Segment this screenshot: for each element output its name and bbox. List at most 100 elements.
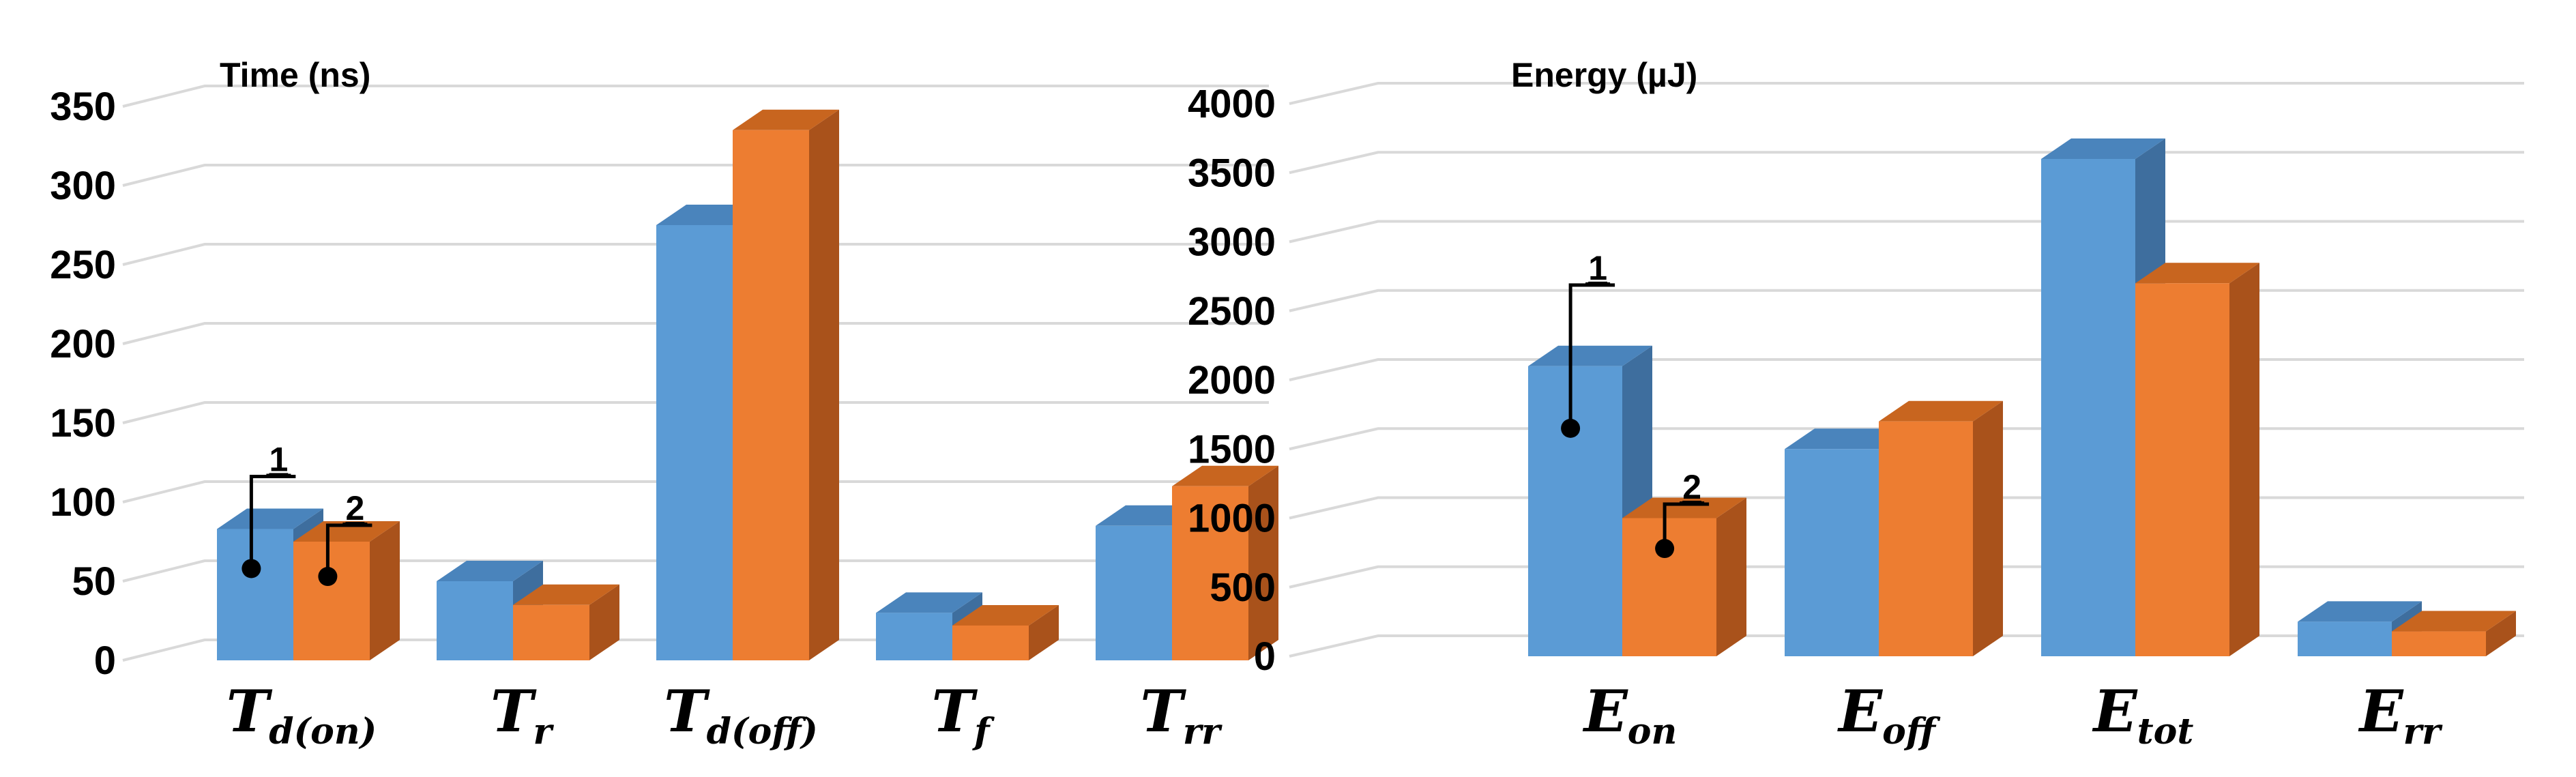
bar-top bbox=[2392, 611, 2516, 632]
y-tick-label: 2000 bbox=[1188, 358, 1276, 402]
bar-front bbox=[217, 529, 293, 660]
gridline bbox=[122, 559, 1269, 583]
bar bbox=[2392, 611, 2516, 656]
x-tick-sub: rr bbox=[2403, 711, 2443, 752]
x-tick-main: T bbox=[226, 677, 273, 745]
y-tick-label: 150 bbox=[50, 401, 116, 445]
chart-title: Energy (µJ) bbox=[1511, 56, 1697, 94]
x-tick-main: E bbox=[1837, 677, 1883, 745]
y-tick-label: 0 bbox=[94, 639, 116, 683]
bar-front bbox=[952, 625, 1029, 660]
x-tick-sub: r bbox=[533, 711, 555, 752]
gridline bbox=[122, 164, 1269, 187]
bar-front bbox=[2298, 621, 2392, 656]
x-tick-main: T bbox=[491, 677, 537, 745]
gridline bbox=[122, 85, 1269, 108]
bar-front bbox=[1622, 518, 1716, 656]
bar-side bbox=[1029, 604, 1059, 660]
y-tick-label: 2500 bbox=[1188, 289, 1276, 334]
x-tick-main: T bbox=[664, 677, 710, 745]
bar-top bbox=[1785, 428, 1909, 450]
bar bbox=[2135, 263, 2259, 656]
x-tick-label: Trr bbox=[1140, 677, 1223, 752]
x-tick-label: Tr bbox=[491, 677, 555, 752]
bar bbox=[733, 109, 839, 661]
series-marker-callout: 1 bbox=[241, 440, 296, 578]
bar-front bbox=[1172, 486, 1248, 660]
bar-front bbox=[437, 581, 513, 660]
bar-front bbox=[733, 130, 809, 661]
bar bbox=[1622, 497, 1746, 656]
bar-side bbox=[1248, 465, 1278, 660]
x-tick-main: T bbox=[932, 677, 978, 745]
series-marker-callout: 1 bbox=[1561, 249, 1615, 438]
gridlines bbox=[122, 85, 1269, 662]
bar bbox=[1879, 400, 2003, 656]
x-tick-sub: tot bbox=[2137, 711, 2194, 752]
gridline bbox=[1289, 82, 2524, 105]
gridline bbox=[1289, 289, 2524, 312]
x-tick-sub: d(off) bbox=[707, 711, 818, 752]
bar-top bbox=[2298, 601, 2422, 622]
x-tick-label: Etot bbox=[2092, 677, 2194, 752]
y-tick-label: 4000 bbox=[1188, 82, 1276, 126]
x-tick-label: Td(off) bbox=[664, 677, 818, 752]
bar-top bbox=[2041, 138, 2165, 159]
x-tick-main: E bbox=[2358, 677, 2404, 745]
bar-side bbox=[809, 109, 839, 661]
bar-front bbox=[2041, 159, 2135, 656]
bar-top bbox=[2135, 263, 2259, 284]
energy-chart: 0 500 1000 1500 2000 2500 3000 3500 4000 Energy (… bbox=[1188, 56, 2524, 752]
x-tick-sub: rr bbox=[1183, 711, 1223, 752]
bar-side bbox=[370, 521, 400, 660]
bar-top bbox=[217, 508, 323, 529]
bar-front bbox=[2392, 631, 2486, 656]
bar bbox=[513, 584, 619, 660]
gridline bbox=[1289, 358, 2524, 381]
bar-top bbox=[1622, 497, 1746, 518]
x-tick-main: T bbox=[1140, 677, 1186, 745]
bar-top bbox=[513, 584, 619, 605]
gridline bbox=[1289, 151, 2524, 175]
gridline bbox=[122, 480, 1269, 503]
y-tick-label: 300 bbox=[50, 164, 116, 208]
x-tick-main: E bbox=[1583, 677, 1628, 745]
x-tick-label: Eon bbox=[1583, 677, 1678, 752]
gridline bbox=[122, 401, 1269, 424]
series-marker-callout: 2 bbox=[318, 489, 372, 587]
bar-top bbox=[293, 521, 400, 542]
callout-label: 1 bbox=[1588, 249, 1607, 287]
y-tick-label: 100 bbox=[50, 480, 116, 525]
bar-front bbox=[2135, 283, 2229, 656]
bar-top bbox=[952, 604, 1059, 626]
bar-front bbox=[656, 225, 733, 660]
x-tick-sub: off bbox=[1882, 711, 1941, 752]
y-tick-label: 50 bbox=[72, 559, 116, 604]
x-tick-sub: on bbox=[1628, 711, 1678, 752]
bar-front bbox=[1879, 421, 1973, 656]
bar bbox=[1172, 465, 1278, 660]
x-tick-label: Err bbox=[2358, 677, 2443, 752]
y-tick-label: 1500 bbox=[1188, 427, 1276, 471]
callout-label: 2 bbox=[345, 489, 364, 527]
bar-side bbox=[2229, 263, 2259, 656]
callout-label: 1 bbox=[269, 440, 288, 478]
y-tick-label: 350 bbox=[50, 85, 116, 129]
chart-title: Time (ns) bbox=[220, 56, 370, 94]
y-tick-label: 500 bbox=[1210, 566, 1276, 610]
x-tick-label: Eoff bbox=[1837, 677, 1941, 752]
bar-side bbox=[1716, 497, 1746, 656]
x-tick-label: Tf bbox=[932, 677, 995, 752]
y-tick-label: 0 bbox=[1254, 634, 1276, 679]
bar-top bbox=[437, 561, 543, 581]
y-tick-label: 3500 bbox=[1188, 151, 1276, 195]
y-tick-label: 250 bbox=[50, 243, 116, 287]
bar bbox=[293, 521, 400, 660]
bar-top bbox=[733, 109, 839, 130]
bar-front bbox=[1528, 366, 1622, 656]
x-tick-main: E bbox=[2092, 677, 2138, 745]
bar-top bbox=[1528, 345, 1652, 366]
bar-side bbox=[589, 584, 619, 660]
